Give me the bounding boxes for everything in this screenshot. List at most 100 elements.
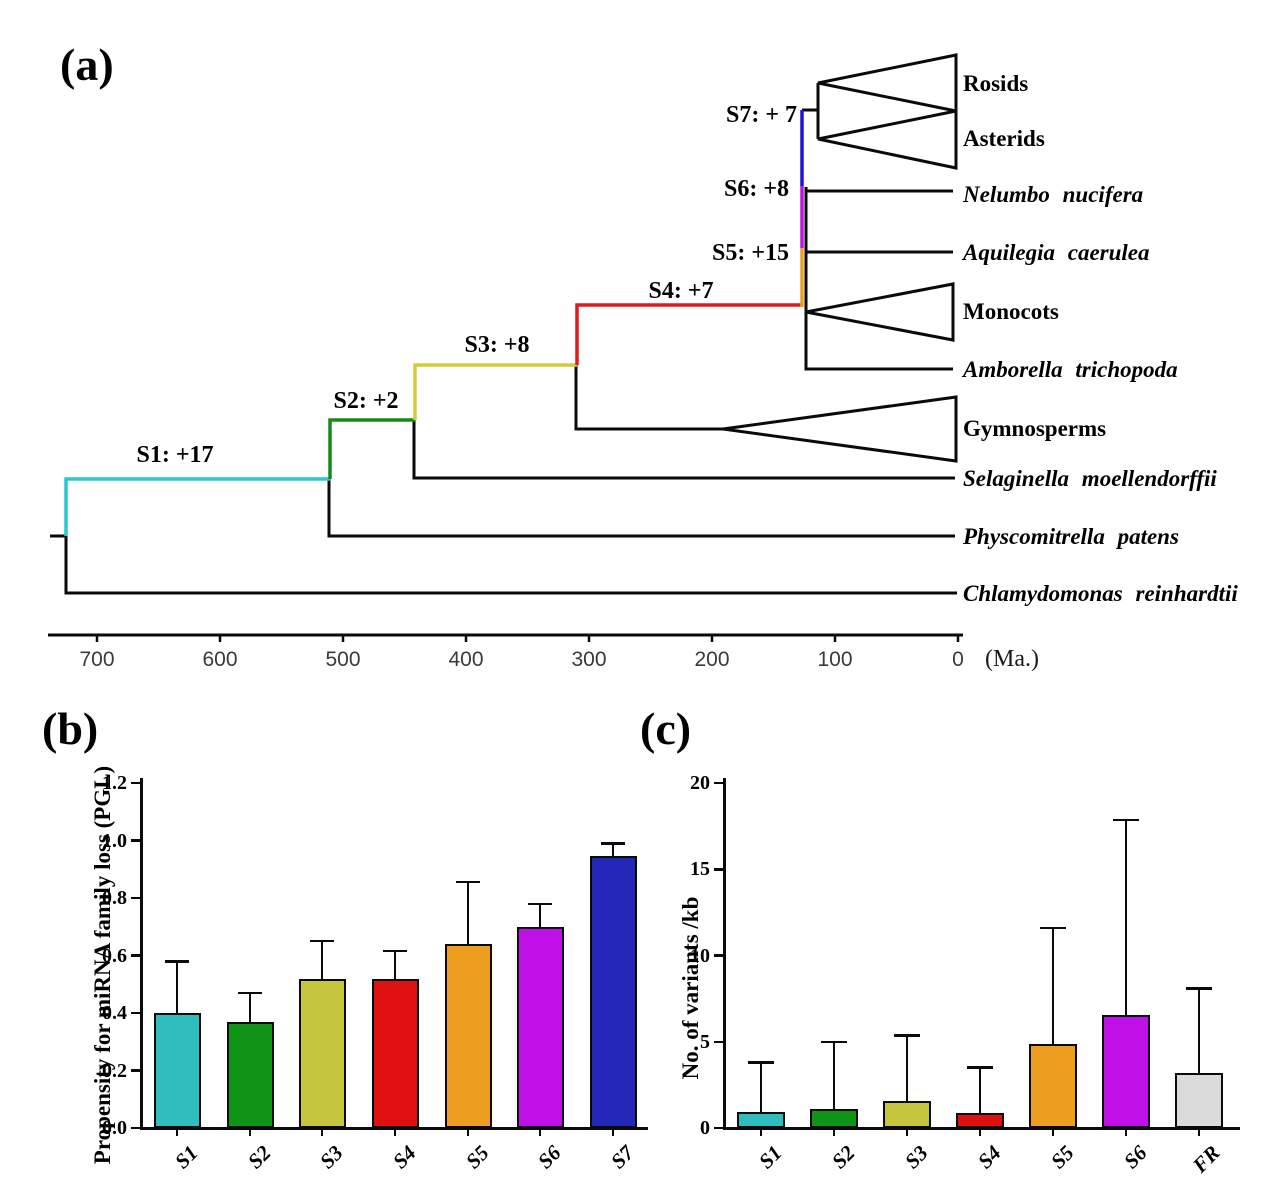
y-tick-label: 0.8 [102, 887, 127, 909]
error-bar-cap-s5 [456, 880, 480, 884]
x-tick [906, 1129, 908, 1136]
time-axis-tick-label: 0 [952, 648, 964, 671]
tree-black-branches [50, 83, 957, 595]
taxa-labels: Rosids Asterids Nelumbo nucifera Aquileg… [961, 71, 1238, 606]
monocots-triangle [805, 282, 955, 342]
y-tick-label: 10 [690, 944, 710, 967]
x-tick [394, 1129, 396, 1136]
time-axis-tick-label: 600 [202, 648, 237, 671]
error-bar-cap-s4 [967, 1066, 993, 1069]
time-axis-tick-label: 200 [694, 648, 729, 671]
error-bar-s3 [320, 941, 324, 979]
time-axis-tick-label: 500 [325, 648, 360, 671]
panel-b-label: (b) [42, 703, 99, 754]
x-tick [1198, 1129, 1200, 1136]
y-tick [131, 839, 140, 842]
x-tick [833, 1129, 835, 1136]
tree-colored-branches [64, 110, 804, 536]
y-axis [722, 778, 726, 1130]
error-bar-s3 [905, 1035, 909, 1102]
x-tick [760, 1129, 762, 1136]
x-tick [612, 1129, 614, 1136]
error-bar-s6 [538, 903, 542, 927]
branch-label-s7: S7: + 7 [726, 102, 797, 128]
x-axis [139, 1126, 648, 1130]
y-tick [714, 1126, 723, 1130]
error-bar-fr [1197, 988, 1201, 1073]
branch-gain-labels: S1: +17 S2: +2 S3: +8 S4: +7 S5: +15 S6:… [136, 102, 797, 468]
error-bar-cap-s3 [310, 939, 334, 943]
taxon-rosids: Rosids [963, 71, 1028, 96]
time-axis-tick-label: 100 [817, 648, 852, 671]
x-tick [467, 1129, 469, 1136]
x-tick [176, 1129, 178, 1136]
taxon-chlamydomonas: Chlamydomonas reinhardtii [963, 581, 1238, 606]
y-tick [714, 954, 723, 957]
error-bar-s1 [175, 961, 179, 1013]
y-tick-label: 1.2 [102, 772, 127, 794]
rosid-asterid-connector [802, 83, 820, 139]
y-tick-label: 20 [690, 772, 710, 794]
branch-s2-line [328, 418, 415, 479]
x-tick [321, 1129, 323, 1136]
error-bar-cap-fr [1186, 987, 1212, 990]
bar-s1 [737, 1111, 785, 1128]
taxon-monocots: Monocots [963, 299, 1059, 324]
branch-label-s3: S3: +8 [464, 332, 529, 358]
gymnosperms-triangle [722, 395, 958, 463]
y-tick [714, 1040, 723, 1043]
error-bar-cap-s7 [601, 842, 625, 845]
x-tick [539, 1129, 541, 1136]
taxon-asterids: Asterids [963, 126, 1045, 151]
y-tick [131, 1126, 140, 1130]
y-tick-label: 0.2 [102, 1059, 127, 1082]
error-bar-s7 [611, 843, 615, 857]
error-bar-s6 [1124, 820, 1128, 1015]
branch-label-s6: S6: +8 [724, 176, 789, 202]
time-axis-ticks: 700 600 500 400 300 200 100 0 [79, 635, 964, 671]
y-tick-label: 0 [700, 1117, 710, 1139]
bar-s7 [589, 856, 637, 1128]
selaginella-branch [412, 420, 955, 480]
bar-s1 [153, 1013, 201, 1128]
error-bar-s2 [832, 1041, 836, 1110]
rosids-triangle [817, 53, 958, 113]
branch-label-s2: S2: +2 [333, 388, 398, 414]
branch-s3-line [413, 363, 577, 420]
x-tick [1125, 1129, 1127, 1136]
branch-s1-line [64, 477, 330, 536]
error-bar-cap-s3 [894, 1034, 920, 1037]
y-tick-label: 1.0 [102, 829, 127, 852]
error-bar-s2 [248, 992, 252, 1022]
x-tick-label-s1: S1 [169, 1140, 203, 1174]
error-bar-cap-s2 [821, 1040, 847, 1043]
panel-c-label: (c) [640, 703, 692, 754]
phylogenetic-tree-panel: (a) [48, 39, 1238, 672]
bar-s4 [956, 1113, 1004, 1128]
error-bar-cap-s5 [1040, 926, 1066, 930]
error-bar-cap-s2 [238, 991, 262, 995]
branch-s4-line [575, 303, 802, 365]
y-tick [131, 1011, 140, 1015]
bar-s2 [810, 1109, 858, 1128]
taxon-aquilegia: Aquilegia caerulea [961, 240, 1150, 265]
time-axis-unit: (Ma.) [985, 646, 1039, 672]
bar-s5 [1029, 1044, 1077, 1128]
y-tick [714, 781, 723, 785]
taxon-selaginella: Selaginella moellendorffii [963, 466, 1217, 491]
bar-s3 [298, 978, 346, 1128]
error-bar-s4 [978, 1067, 982, 1114]
error-bar-cap-s4 [383, 949, 407, 953]
x-axis [722, 1126, 1240, 1130]
y-axis [139, 778, 143, 1130]
taxon-nelumbo: Nelumbo nucifera [962, 182, 1143, 207]
y-tick [131, 896, 140, 900]
bar-fr [1175, 1072, 1223, 1128]
error-bar-s5 [1051, 927, 1055, 1045]
y-tick-label: 0.0 [102, 1117, 127, 1139]
time-axis-tick-label: 300 [571, 648, 606, 671]
branch-label-s4: S4: +7 [648, 278, 713, 304]
error-bar-s1 [759, 1062, 763, 1112]
y-tick [131, 954, 140, 957]
